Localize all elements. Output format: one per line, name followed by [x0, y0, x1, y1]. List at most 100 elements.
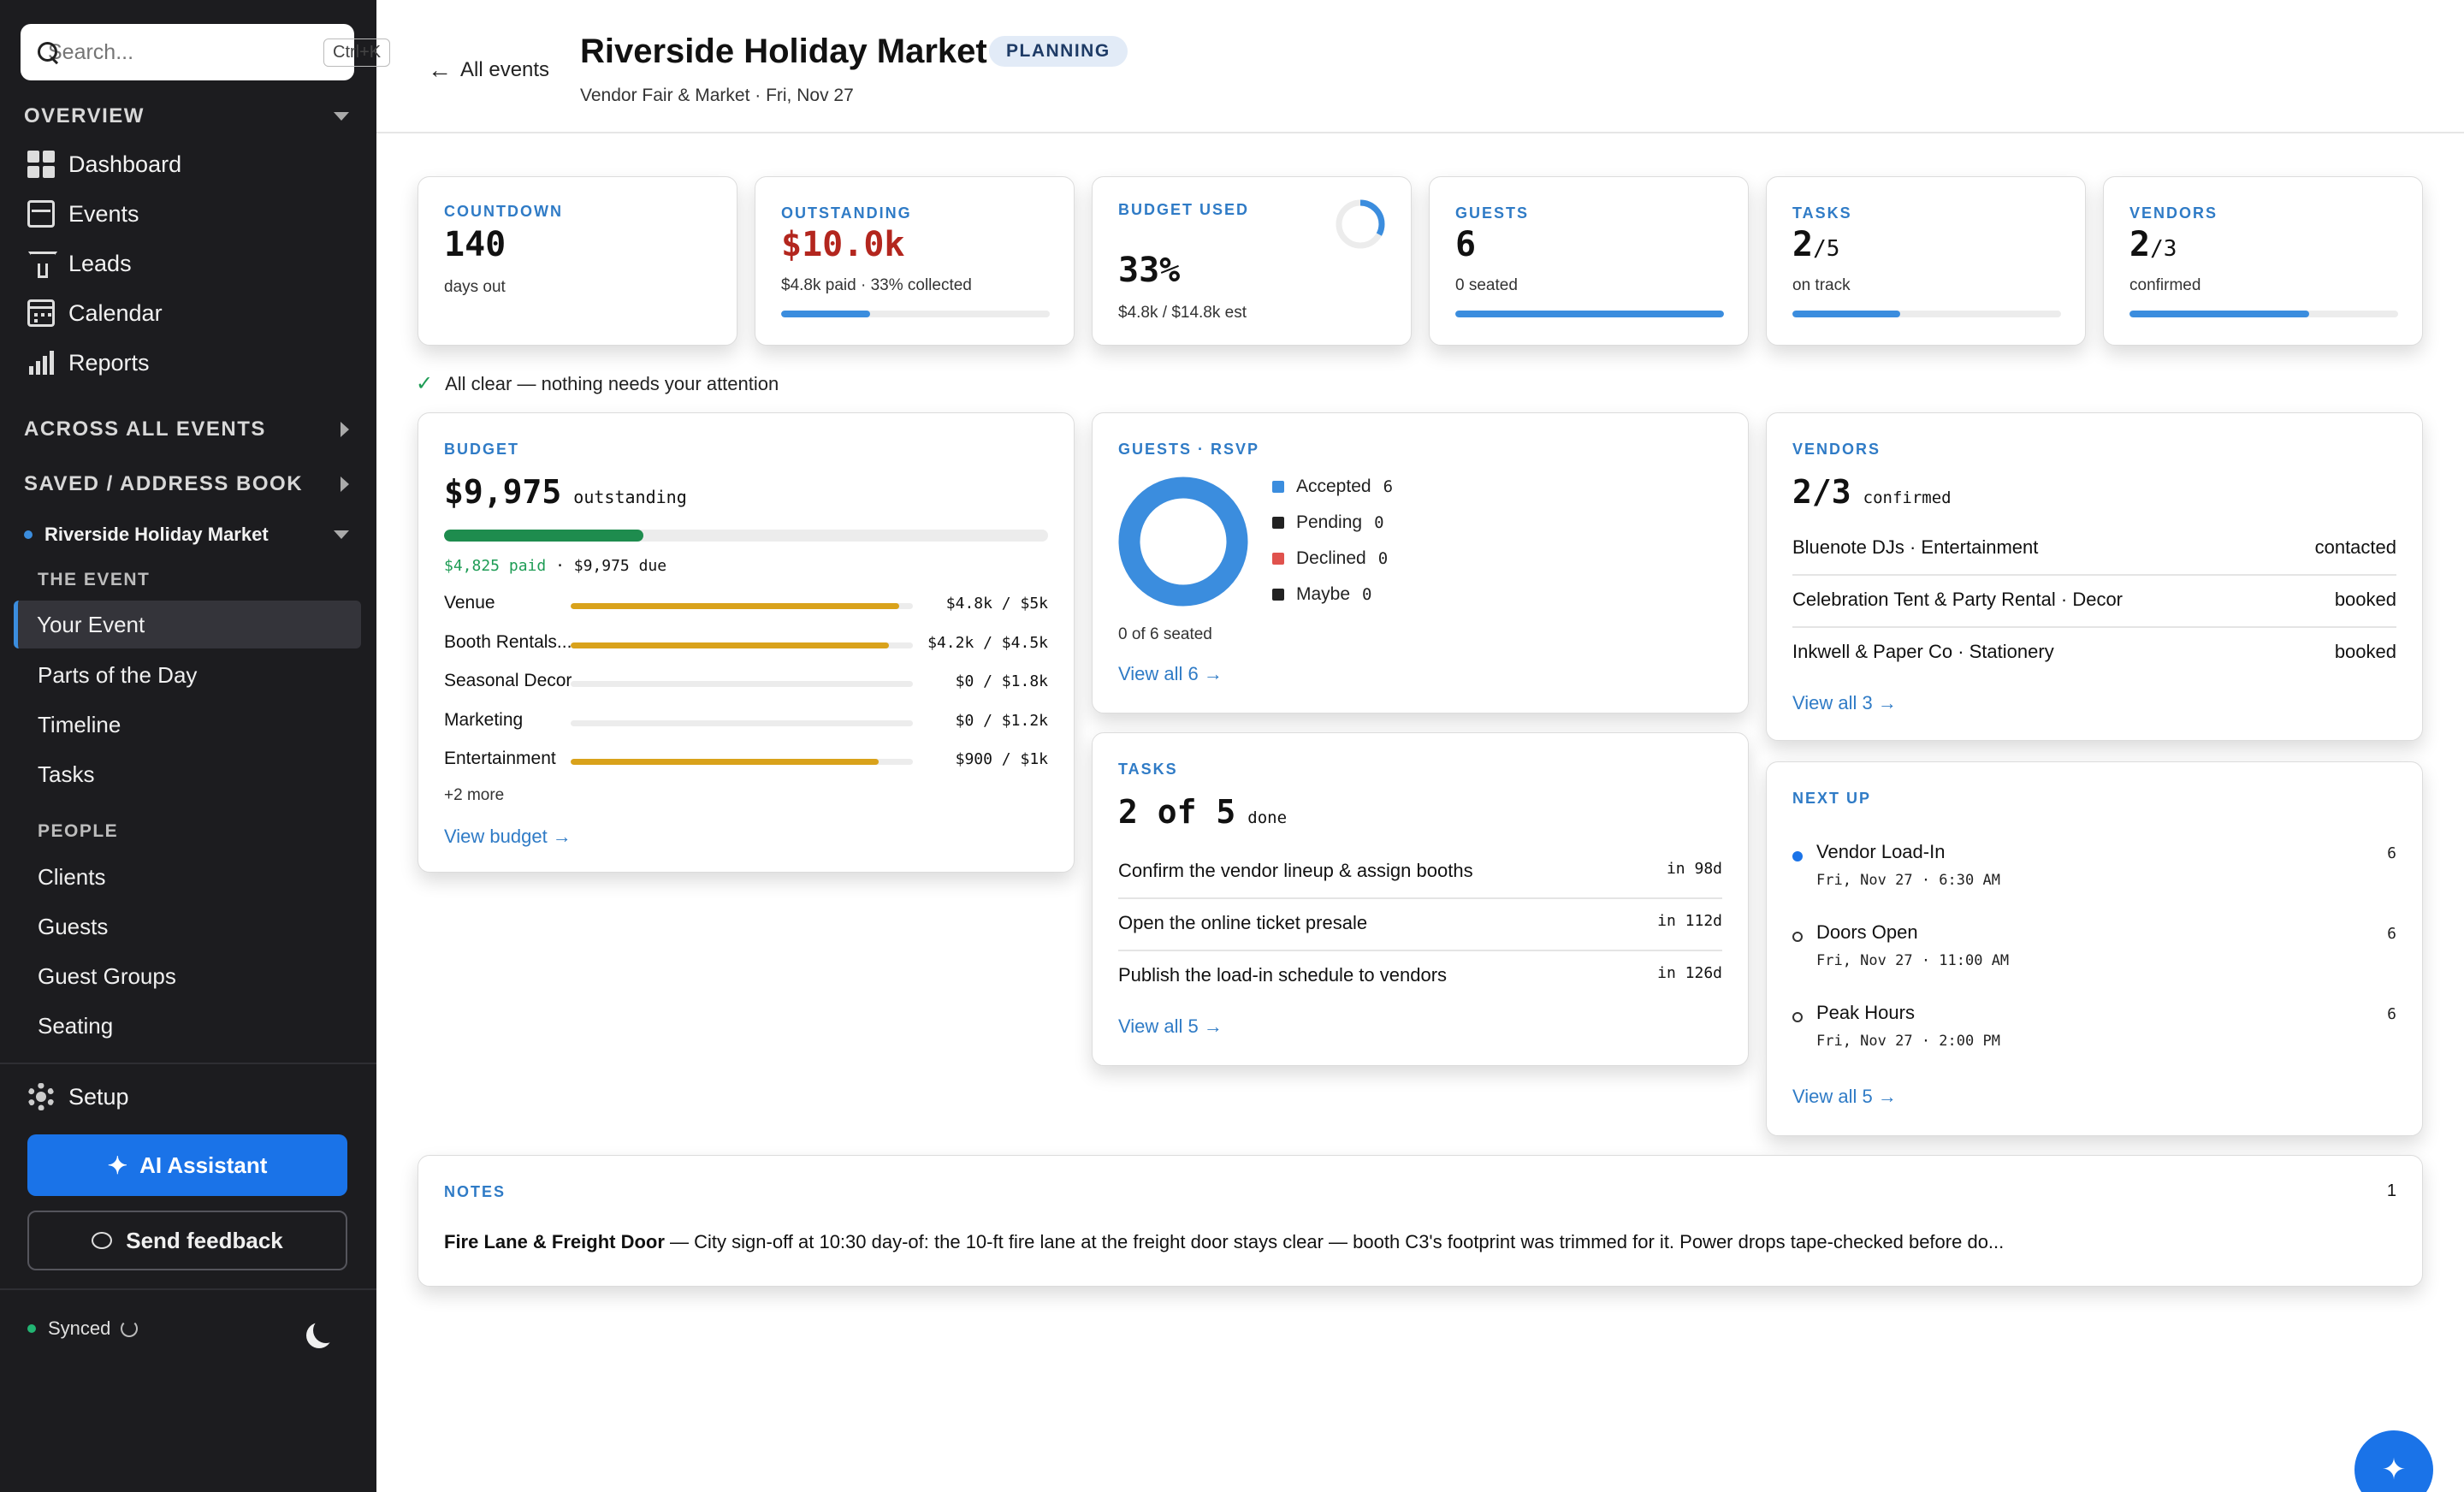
- nav-your-event[interactable]: Your Event: [14, 601, 361, 648]
- calendar-icon: [27, 299, 55, 327]
- nav-dashboard-label: Dashboard: [68, 151, 182, 177]
- guests-seated: 0 of 6 seated: [1118, 625, 1212, 643]
- budget-used-card[interactable]: BUDGET USED 33% $4.8k / $14.8k est: [1092, 176, 1412, 346]
- current-event-selector[interactable]: Riverside Holiday Market: [24, 524, 349, 546]
- sync-label: Synced: [48, 1317, 111, 1339]
- tasks-stat-label: TASKS: [1792, 204, 1852, 222]
- section-overview[interactable]: OVERVIEW: [24, 104, 349, 128]
- nav-seating[interactable]: Seating: [38, 1013, 114, 1039]
- nav-setup[interactable]: Setup: [27, 1083, 129, 1110]
- tasks-progress: [1792, 311, 2061, 317]
- outstanding-card[interactable]: OUTSTANDING $10.0k $4.8k paid · 33% coll…: [755, 176, 1075, 346]
- legend-name: Declined: [1296, 548, 1366, 568]
- budget-line-name: Venue: [444, 593, 495, 613]
- tasks-done-count: 2 of 5 done: [1118, 793, 1287, 831]
- nav-parts-of-day[interactable]: Parts of the Day: [38, 662, 198, 688]
- vendors-stat-label: VENDORS: [2129, 204, 2218, 222]
- tasks-stat-card[interactable]: TASKS 2/5 on track: [1766, 176, 2086, 346]
- task-divider: [1118, 950, 1722, 951]
- legend-count: 0: [1374, 513, 1384, 532]
- view-all-vendors-link[interactable]: View all 3 →: [1792, 692, 1897, 713]
- check-icon: ✓: [416, 372, 434, 395]
- budget-more[interactable]: +2 more: [444, 786, 505, 804]
- ai-assistant-fab[interactable]: ✦: [2354, 1430, 2433, 1492]
- next-up-name[interactable]: Doors Open: [1816, 921, 1918, 943]
- moon-icon[interactable]: [313, 1317, 339, 1343]
- nav-clients[interactable]: Clients: [38, 864, 106, 890]
- countdown-card[interactable]: COUNTDOWN 140 days out: [418, 176, 737, 346]
- nav-leads-label: Leads: [68, 250, 132, 276]
- vendor-row[interactable]: Inkwell & Paper Co · Stationery booked: [1792, 641, 2396, 663]
- nav-tasks[interactable]: Tasks: [38, 761, 95, 787]
- next-up-name[interactable]: Vendor Load-In: [1816, 841, 1946, 862]
- guests-stat-label: GUESTS: [1455, 204, 1530, 222]
- next-up-count: 6: [2387, 844, 2396, 862]
- current-event-dot: [24, 530, 33, 539]
- search-box[interactable]: Ctrl+K: [21, 24, 391, 80]
- funnel-icon: [27, 250, 55, 278]
- timeline-dot: [1792, 1012, 1803, 1022]
- events-icon: [27, 200, 55, 228]
- view-all-next-up-link[interactable]: View all 5 →: [1792, 1086, 1897, 1107]
- vendor-row[interactable]: Celebration Tent & Party Rental · Decor b…: [1792, 589, 2396, 611]
- view-all-tasks-link[interactable]: View all 5 →: [1118, 1015, 1223, 1037]
- budget-amount-suffix: outstanding: [573, 487, 687, 507]
- tasks-card-label: TASKS: [1118, 761, 1178, 778]
- view-all-guests-link[interactable]: View all 6 →: [1118, 663, 1223, 684]
- vendors-confirmed-count: 2/3 confirmed: [1792, 473, 1952, 511]
- arrow-left-icon: ←: [428, 56, 452, 83]
- budget-outstanding: $9,975 outstanding: [444, 473, 687, 511]
- send-feedback-label: Send feedback: [126, 1227, 283, 1253]
- task-row[interactable]: Publish the load-in schedule to vendors i…: [1118, 964, 1722, 986]
- tasks-stat-value: 2/5: [1792, 225, 1840, 264]
- tasks-card: TASKS 2 of 5 done Confirm the vendor lin…: [1092, 732, 1749, 1066]
- page-subtitle: Vendor Fair & Market · Fri, Nov 27: [580, 86, 854, 105]
- note-item[interactable]: Fire Lane & Freight Door — City sign-off…: [444, 1231, 2395, 1253]
- vendor-row[interactable]: Bluenote DJs · Entertainment contacted: [1792, 536, 2396, 559]
- section-across-events[interactable]: ACROSS ALL EVENTS: [24, 417, 349, 441]
- vendors-card-label: VENDORS: [1792, 441, 1881, 458]
- legend-count: 0: [1377, 549, 1389, 568]
- task-row[interactable]: Confirm the vendor lineup & assign booth…: [1118, 860, 1722, 882]
- back-to-all-events[interactable]: ← All events: [428, 56, 549, 84]
- search-input[interactable]: [48, 39, 323, 65]
- vendors-stat-card[interactable]: VENDORS 2/3 confirmed: [2103, 176, 2423, 346]
- legend-name: Accepted: [1296, 477, 1371, 496]
- budget-line-value: $900 / $1k: [955, 750, 1048, 768]
- page-title: Riverside Holiday Market: [580, 33, 987, 70]
- send-feedback-button[interactable]: Send feedback: [27, 1211, 347, 1270]
- section-saved-label: SAVED / ADDRESS BOOK: [24, 472, 304, 495]
- guests-stat-card[interactable]: GUESTS 6 0 seated: [1429, 176, 1749, 346]
- nav-guests[interactable]: Guests: [38, 914, 109, 939]
- guests-stat-value: 6: [1455, 225, 1477, 264]
- nav-events[interactable]: Events: [27, 195, 139, 233]
- note-title: Fire Lane & Freight Door: [444, 1231, 665, 1252]
- vendors-stat-sub: confirmed: [2129, 276, 2201, 294]
- task-due: in 126d: [1657, 964, 1722, 982]
- notes-card: NOTES 1 Fire Lane & Freight Door — City …: [418, 1155, 2423, 1287]
- next-up-name[interactable]: Peak Hours: [1816, 1002, 1915, 1023]
- nav-dashboard[interactable]: Dashboard: [27, 145, 181, 183]
- nav-reports[interactable]: Reports: [27, 344, 150, 382]
- budget-line-fill: [571, 642, 889, 648]
- budget-card: BUDGET $9,975 outstanding $4,825 paid · …: [418, 412, 1075, 873]
- nav-timeline[interactable]: Timeline: [38, 712, 121, 737]
- nav-guest-groups[interactable]: Guest Groups: [38, 963, 176, 989]
- nav-leads[interactable]: Leads: [27, 245, 132, 282]
- countdown-sub: days out: [444, 278, 506, 296]
- section-saved[interactable]: SAVED / ADDRESS BOOK: [24, 472, 349, 496]
- header-divider: [376, 132, 2464, 133]
- refresh-icon[interactable]: [121, 1320, 139, 1337]
- ai-assistant-button[interactable]: ✦ AI Assistant: [27, 1134, 347, 1196]
- vendor-divider: [1792, 626, 2396, 628]
- rsvp-legend-item: Accepted 6: [1272, 477, 1393, 497]
- legend-count: 6: [1383, 477, 1394, 496]
- nav-calendar[interactable]: Calendar: [27, 294, 163, 332]
- task-row[interactable]: Open the online ticket presale in 112d: [1118, 912, 1722, 934]
- sparkle-icon: ✦: [107, 1152, 128, 1179]
- next-up-card: NEXT UP Vendor Load-In Fri, Nov 27 · 6:30…: [1766, 761, 2423, 1136]
- vendor-divider: [1792, 574, 2396, 576]
- search-shortcut: Ctrl+K: [323, 38, 391, 67]
- view-budget-link[interactable]: View budget →: [444, 826, 572, 847]
- section-across-label: ACROSS ALL EVENTS: [24, 417, 266, 441]
